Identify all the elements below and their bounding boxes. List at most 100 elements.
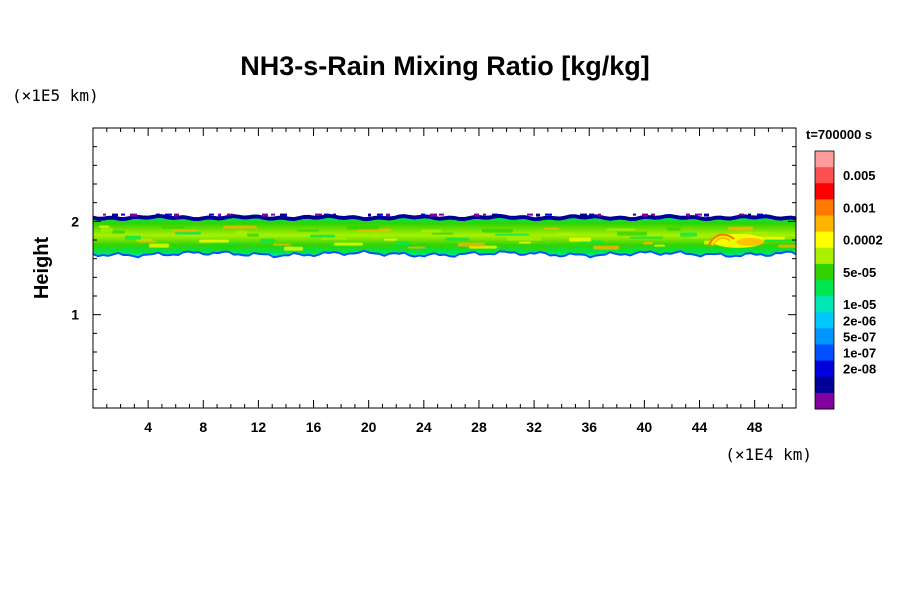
band-speck [474, 213, 479, 217]
band-speck [536, 213, 540, 217]
band-streak [606, 228, 635, 231]
band-streak [199, 239, 229, 243]
band-streak [138, 240, 157, 243]
band-streak [432, 232, 453, 235]
band-streak [310, 234, 335, 238]
band-speck [704, 213, 709, 217]
band-speck [280, 213, 287, 217]
x-tick-label: 24 [416, 419, 432, 435]
band-streak [112, 230, 125, 234]
colorbar-label: 2e-06 [843, 313, 876, 328]
band-streak [297, 229, 319, 232]
x-tick-label: 4 [144, 419, 152, 435]
colorbar-swatch [815, 263, 834, 281]
band-streak [321, 237, 347, 240]
band-streak [556, 232, 575, 236]
chart-title: NH3-s-Rain Mixing Ratio [kg/kg] [240, 51, 650, 81]
band-streak [482, 228, 513, 233]
band-streak [395, 241, 409, 246]
band-streak [654, 244, 665, 247]
band-streak [617, 231, 647, 236]
colorbar-label: 2e-08 [843, 362, 876, 377]
band-speck [333, 213, 336, 216]
band-speck [165, 213, 172, 216]
band-streak [99, 225, 109, 228]
band-streak [569, 237, 591, 242]
band-streak [284, 246, 303, 251]
colorbar-swatch [815, 231, 834, 249]
band-hotspot [707, 233, 765, 248]
colorbar-label: 0.0002 [843, 233, 883, 248]
band-streak [223, 225, 257, 229]
x-tick-label: 12 [251, 419, 267, 435]
y-tick-label: 1 [71, 307, 79, 323]
colorbar-swatch [815, 296, 834, 313]
band-speck [227, 213, 233, 216]
band-streak [186, 234, 213, 237]
band-speck [642, 213, 648, 217]
band-speck [633, 213, 636, 216]
band-speck [271, 213, 275, 216]
band-streak [741, 231, 769, 234]
colorbar-label: 5e-05 [843, 265, 876, 280]
band-streak [260, 238, 275, 243]
band-speck [386, 213, 390, 217]
band-streak [667, 227, 681, 231]
band-speck [112, 213, 118, 217]
band-speck [262, 213, 268, 217]
y-tick-label: 2 [71, 213, 79, 229]
colorbar-label: 5e-07 [843, 329, 876, 344]
x-unit-label: (×1E4 km) [725, 445, 812, 464]
band-streak [593, 245, 619, 250]
band-streak [334, 242, 363, 246]
band-speck [651, 213, 655, 216]
band-speck [430, 213, 437, 217]
y-unit-label: (×1E5 km) [12, 86, 99, 105]
time-label: t=700000 s [806, 127, 872, 142]
band-speck [439, 213, 444, 216]
x-tick-label: 28 [471, 419, 487, 435]
hotspot-spot [736, 237, 765, 246]
colorbar-swatch [815, 199, 834, 216]
band-speck [315, 213, 322, 216]
band-speck [130, 213, 137, 217]
colorbar-swatch [815, 280, 834, 297]
band-streak [101, 227, 113, 232]
x-tick-label: 8 [199, 419, 207, 435]
band-speck [421, 213, 425, 216]
band-streak [247, 233, 259, 237]
band-speck [209, 213, 214, 216]
band-speck [545, 213, 552, 216]
colorbar-frame [814, 150, 835, 410]
band-speck [368, 213, 371, 217]
band-streak [175, 231, 201, 235]
band-streak [506, 236, 541, 241]
band-streak [236, 230, 247, 235]
band-streak [162, 226, 185, 229]
colorbar-label: 0.001 [843, 200, 876, 215]
band-speck [757, 213, 763, 216]
band-speck [739, 213, 744, 216]
mixing-ratio-field [93, 213, 796, 259]
x-tick-label: 36 [581, 419, 597, 435]
colorbar-label: 1e-05 [843, 297, 876, 312]
band-speck [598, 213, 601, 217]
band-speck [748, 213, 751, 217]
y-axis-label: Height [31, 237, 53, 300]
band-streak [384, 238, 397, 241]
colorbar-swatch [815, 247, 834, 265]
band-streak [273, 243, 291, 246]
hotspot-arc [707, 233, 735, 247]
colorbar-label: 1e-07 [843, 346, 876, 361]
band-streak [347, 225, 379, 230]
band-streaks [99, 225, 796, 251]
band-speck [483, 213, 486, 216]
band-streak [212, 244, 245, 249]
band-streak [149, 243, 169, 248]
band-top-edge [93, 213, 796, 222]
band-streak [125, 235, 141, 240]
x-tick-label: 16 [306, 419, 322, 435]
